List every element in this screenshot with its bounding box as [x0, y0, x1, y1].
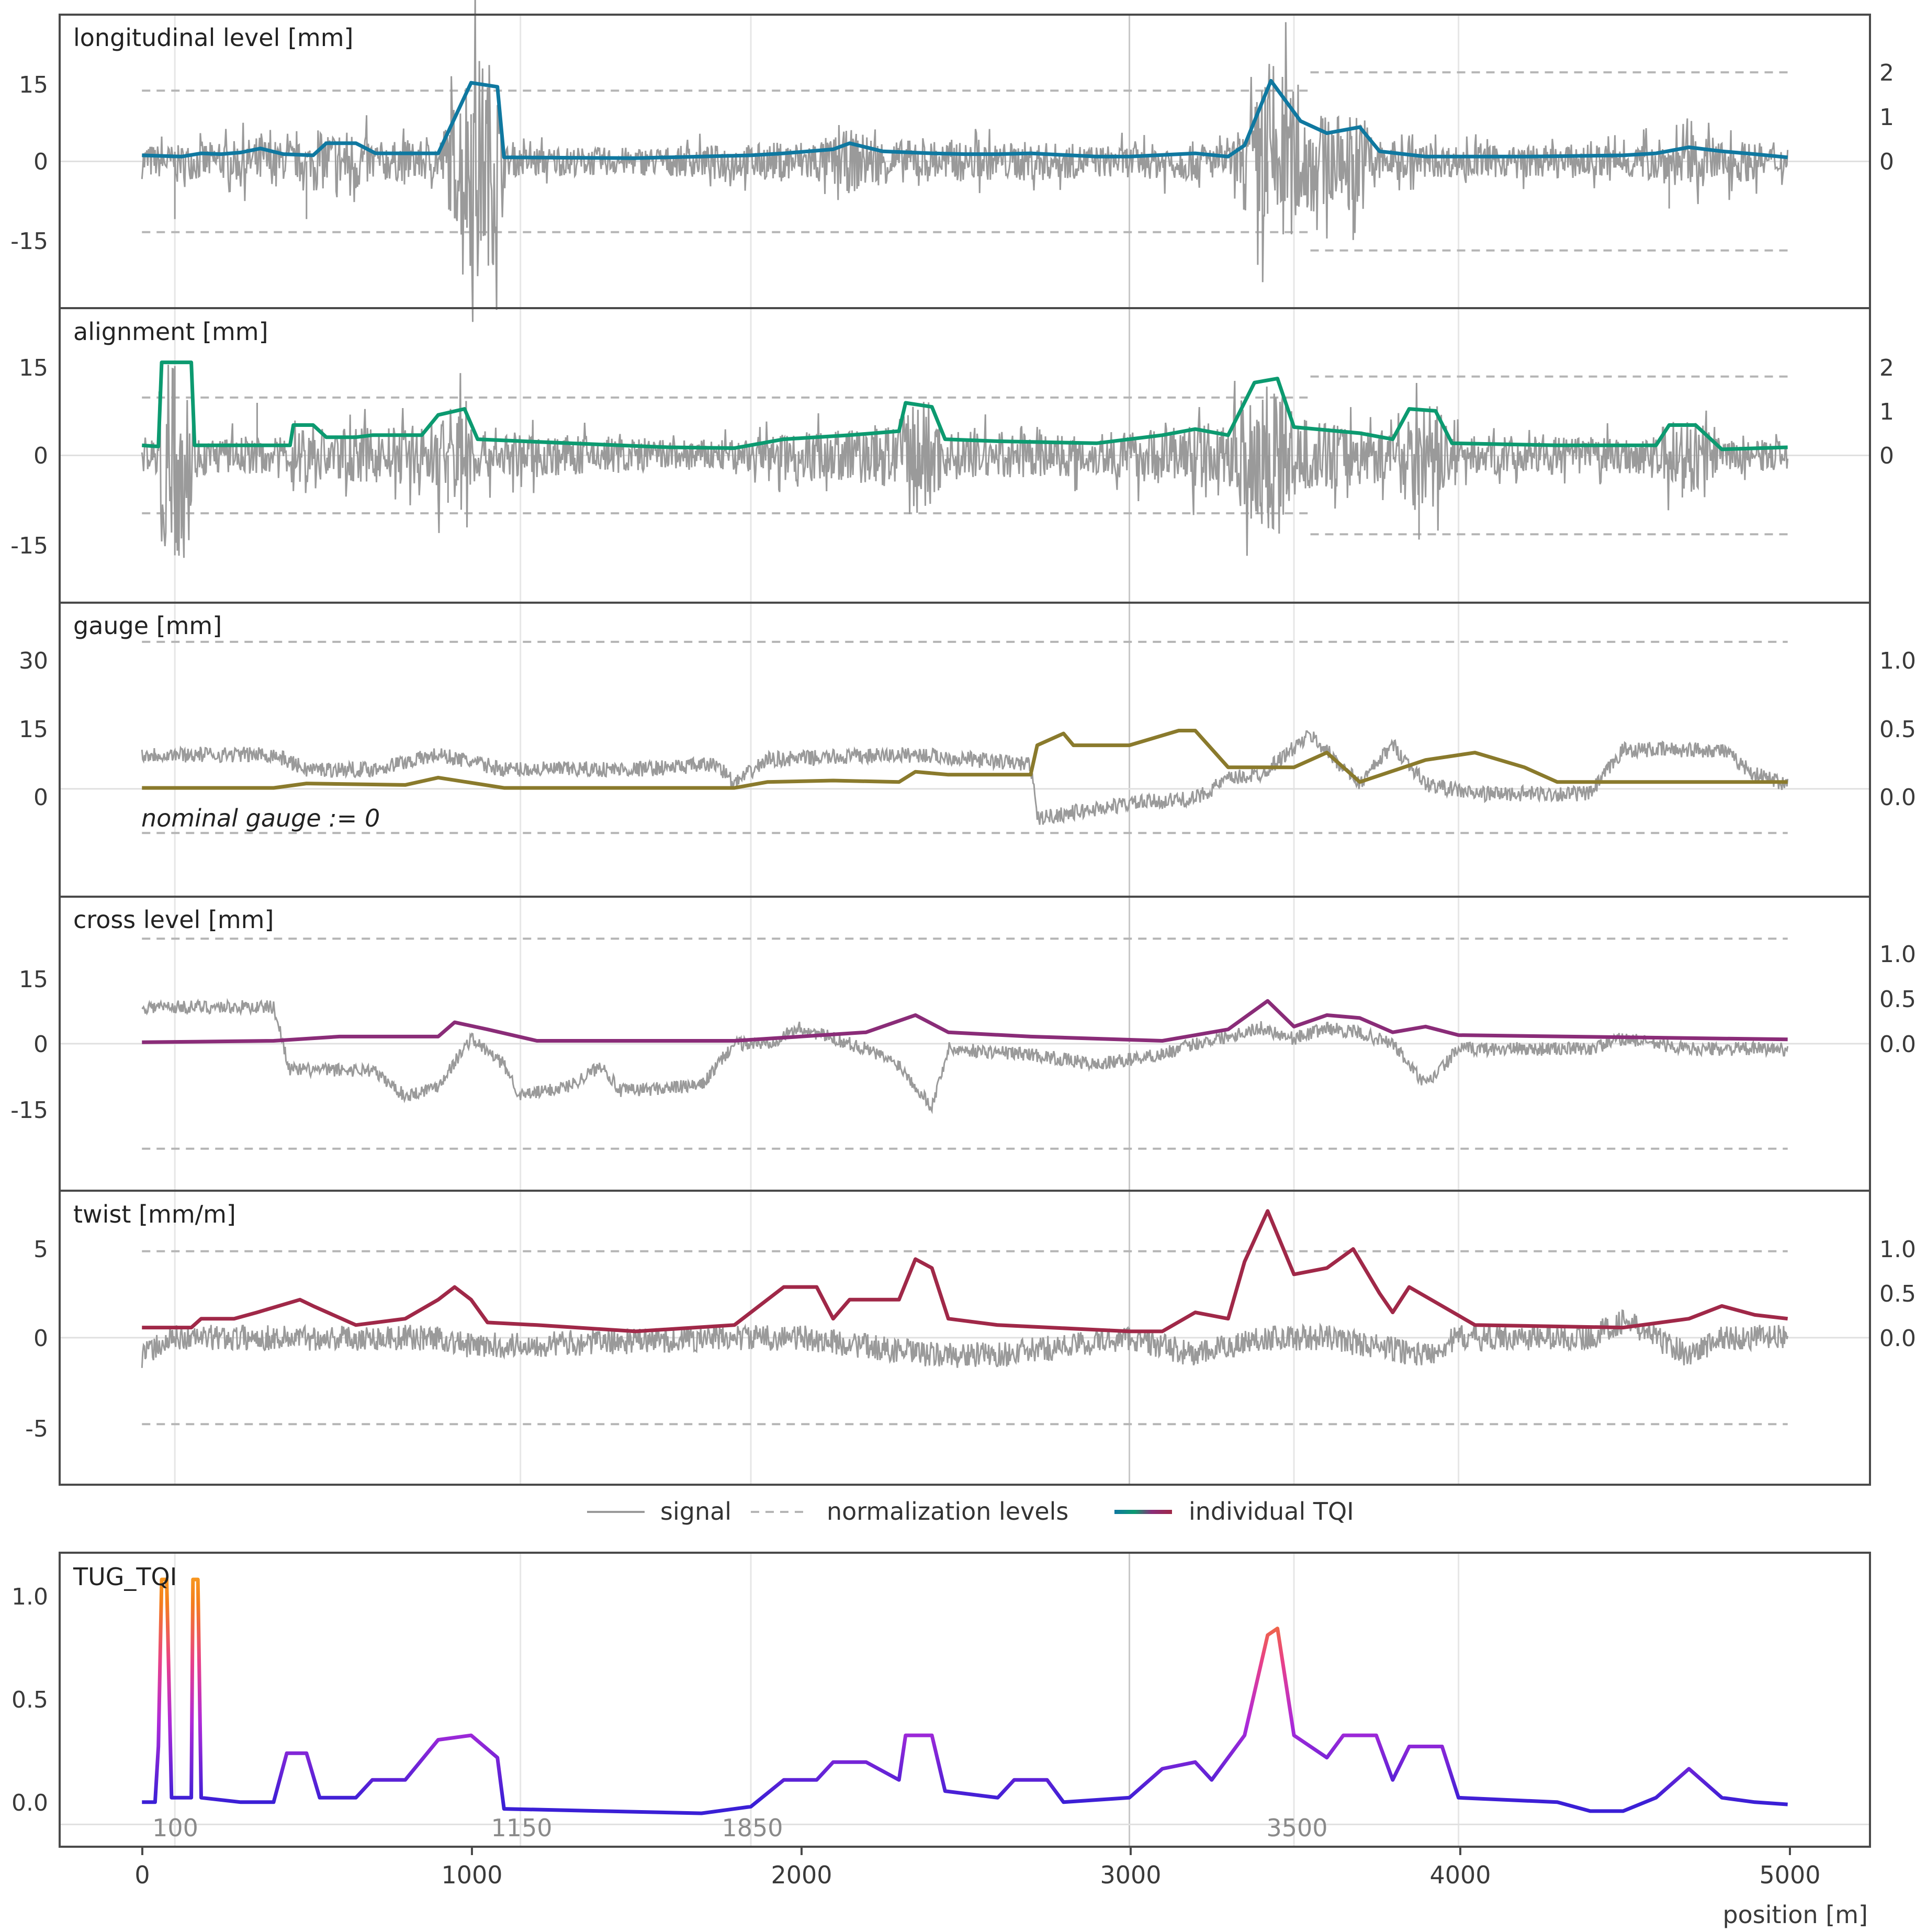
plot-area	[60, 308, 1870, 603]
y-tick-label: -15	[10, 533, 48, 559]
marker-label: 100	[152, 1814, 198, 1842]
x-axis-label: position [m]	[1722, 1901, 1868, 1929]
y2-tick-label: 0.0	[1879, 1031, 1916, 1058]
signal-line	[141, 730, 1789, 825]
y2-tick-label: 0.5	[1879, 986, 1916, 1013]
panel-alignment: alignment [mm] 15 0 -15 2 1 0	[10, 307, 1894, 604]
y-tick-label: 15	[19, 716, 48, 743]
y-tick-label: 15	[19, 355, 48, 381]
y2-tick-label: 0.0	[1879, 1325, 1916, 1352]
plot-area	[60, 0, 1870, 322]
y-tick-label: 0	[33, 1325, 48, 1352]
signal-line	[141, 0, 1789, 322]
panel-title: twist [mm/m]	[73, 1200, 236, 1228]
legend-norm-label: normalization levels	[827, 1497, 1068, 1526]
legend-signal-label: signal	[660, 1497, 731, 1526]
panel-title: alignment [mm]	[73, 318, 268, 346]
signal-line	[141, 998, 1789, 1114]
tqi-line	[142, 999, 1788, 1044]
panel-title: longitudinal level [mm]	[73, 24, 354, 52]
panel-tug-tqi: TUG_TQI 1.0 0.5 0.0 100 1150 1850 3500	[12, 1552, 1871, 1848]
y2-tick-label: 1.0	[1879, 1236, 1916, 1263]
y-tick-label: 30	[19, 648, 48, 674]
x-tick-label: 2000	[771, 1861, 832, 1889]
y-tick-label: 0	[33, 1031, 48, 1058]
panel-title: cross level [mm]	[73, 906, 274, 934]
y-tick-label: -15	[10, 228, 48, 255]
tqi-line	[142, 78, 1788, 160]
legend-tqi-swatch	[1114, 1510, 1172, 1514]
signal-line	[141, 365, 1789, 558]
y2-tick-label: 1.0	[1879, 648, 1916, 674]
x-tick-label: 4000	[1429, 1861, 1491, 1889]
marker-label: 3500	[1266, 1814, 1327, 1842]
marker-label: 1850	[722, 1814, 783, 1842]
y-tick-label: 5	[33, 1236, 48, 1263]
y-tick-label: 0	[33, 149, 48, 175]
panel-longitudinal-level: longitudinal level [mm] 15 0 -15 2 1 0	[10, 0, 1894, 322]
tqi-line	[142, 729, 1788, 790]
panel-gauge: gauge [mm] nominal gauge := 0 30 15 0 1.…	[19, 602, 1916, 898]
plot-area	[60, 897, 1870, 1191]
x-tick-label: 0	[134, 1861, 150, 1889]
y2-tick-label: 1.0	[1879, 941, 1916, 968]
y2-tick-label: 0.5	[1879, 716, 1916, 743]
y2-tick-label: 0	[1879, 149, 1894, 175]
panel-frame	[59, 602, 1871, 898]
tqi-line	[142, 360, 1788, 451]
y2-tick-label: 0.5	[1879, 1281, 1916, 1307]
y-tick-label: 15	[19, 966, 48, 993]
y-tick-label: 15	[19, 72, 48, 98]
panel-twist: twist [mm/m] 5 0 -5 1.0 0.5 0.0	[25, 1190, 1916, 1486]
x-axis: 0 1000 2000 3000 4000 5000 position [m]	[134, 1847, 1868, 1929]
plot-area	[60, 1553, 1870, 1847]
panel-title: gauge [mm]	[73, 612, 222, 640]
nominal-gauge-annotation: nominal gauge := 0	[141, 804, 380, 832]
panel-title: TUG_TQI	[73, 1563, 177, 1591]
y-tick-label: -5	[25, 1416, 48, 1442]
legend-tqi-label: individual TQI	[1189, 1497, 1354, 1526]
y-tick-label: 0.0	[12, 1790, 48, 1816]
y2-tick-label: 1	[1879, 104, 1894, 131]
y2-tick-label: 0	[1879, 443, 1894, 469]
tqi-line	[142, 1209, 1788, 1334]
y-tick-label: 0	[33, 443, 48, 469]
y2-tick-label: 0.0	[1879, 784, 1916, 811]
panel-cross-level: cross level [mm] 15 0 -15 1.0 0.5 0.0	[10, 896, 1916, 1192]
marker-label: 1150	[491, 1814, 552, 1842]
y-tick-label: 0.5	[12, 1687, 48, 1713]
panel-frame	[59, 1190, 1871, 1486]
tug-tqi-line	[142, 1577, 1788, 1815]
y-tick-label: -15	[10, 1097, 48, 1124]
plot-area	[60, 603, 1870, 897]
x-tick-label: 1000	[441, 1861, 502, 1889]
x-tick-label: 3000	[1100, 1861, 1161, 1889]
y-tick-label: 1.0	[12, 1584, 48, 1610]
y2-tick-label: 2	[1879, 60, 1894, 86]
y2-tick-label: 2	[1879, 355, 1894, 381]
legend: signal normalization levels individual T…	[587, 1497, 1354, 1526]
plot-area	[60, 1191, 1870, 1485]
panel-frame	[59, 1552, 1871, 1848]
y-tick-label: 0	[33, 784, 48, 811]
signal-line	[141, 1309, 1789, 1368]
x-tick-label: 5000	[1759, 1861, 1820, 1889]
y2-tick-label: 1	[1879, 399, 1894, 425]
